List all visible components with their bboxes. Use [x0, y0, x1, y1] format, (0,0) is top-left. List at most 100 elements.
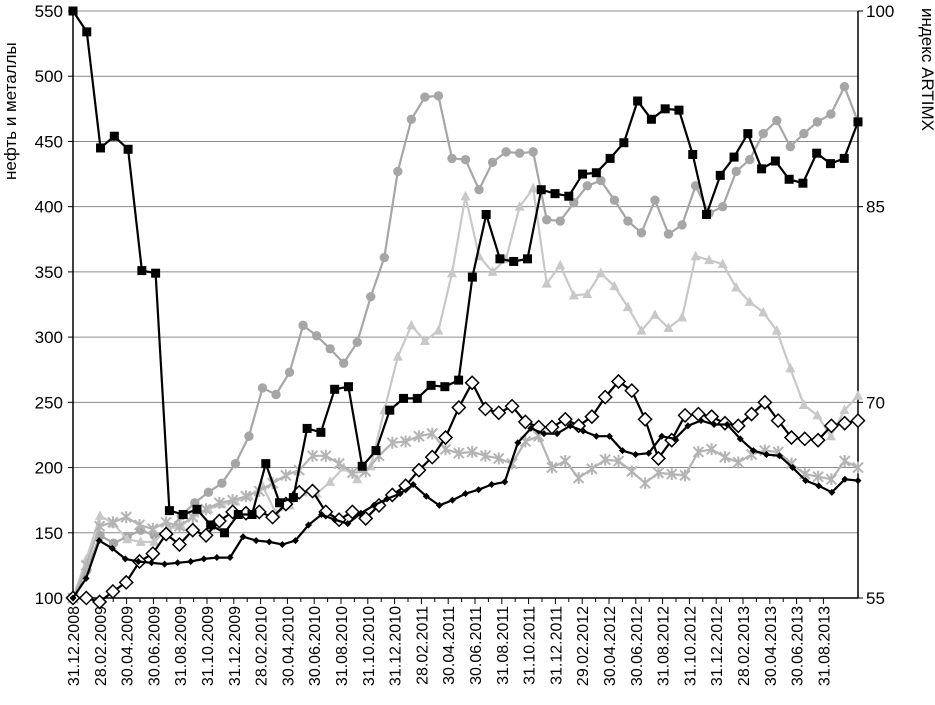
data-point [437, 429, 454, 446]
data-point [446, 267, 457, 278]
data-point [624, 383, 640, 399]
data-point [799, 128, 809, 139]
y-right-tick-label: 85 [866, 198, 885, 217]
data-point [557, 411, 573, 427]
x-tick-label: 30.06.2010 [307, 606, 324, 686]
data-point [291, 537, 299, 545]
data-point [810, 432, 826, 448]
data-point [743, 406, 760, 422]
data-point [460, 190, 471, 201]
data-point [487, 157, 498, 168]
data-point [477, 401, 494, 417]
data-point [555, 216, 565, 226]
data-point [151, 268, 161, 278]
data-point [658, 432, 666, 440]
y-right-tick-label: 100 [866, 2, 894, 21]
y-axis-right-title: индекс ARTIMX [918, 8, 935, 131]
data-point [424, 449, 440, 465]
x-tick-label: 30.06.2009 [146, 606, 163, 686]
data-point [433, 325, 444, 335]
data-point [247, 510, 257, 520]
data-point [674, 105, 684, 115]
data-point [82, 27, 92, 37]
data-point [637, 411, 653, 427]
data-point [174, 559, 182, 567]
data-point [487, 266, 498, 276]
data-point [135, 536, 146, 546]
data-point [784, 174, 794, 184]
x-tick-label: 30.04.2013 [763, 606, 780, 686]
data-point [412, 393, 422, 403]
grid-lines [72, 10, 859, 599]
data-point [677, 312, 688, 322]
data-point [704, 409, 720, 425]
data-point [758, 128, 768, 139]
data-point [652, 466, 665, 479]
data-point [636, 228, 647, 238]
data-point [745, 155, 755, 165]
data-point [578, 169, 588, 179]
x-tick-label: 28.02.2010 [254, 606, 271, 686]
data-point [550, 189, 560, 199]
data-point [802, 477, 810, 485]
data-point [541, 278, 552, 288]
data-point [406, 319, 417, 330]
data-point [226, 554, 234, 562]
data-point [749, 447, 757, 455]
data-point [406, 114, 417, 124]
data-point [271, 389, 281, 400]
x-tick-label: 30.04.2009 [120, 606, 137, 686]
data-point [462, 490, 469, 498]
data-point [95, 537, 103, 545]
data-point [542, 215, 552, 225]
data-point [475, 486, 483, 494]
data-point [599, 453, 611, 466]
data-point [171, 536, 188, 553]
data-point [619, 138, 629, 148]
data-point [261, 459, 271, 469]
data-point [663, 229, 674, 239]
data-point [306, 449, 319, 462]
y-axis-right: 55 70 85 100 [858, 2, 894, 608]
x-tick-label: 31.08.2012 [656, 606, 673, 686]
data-point [853, 390, 863, 400]
x-tick-label: 30.04.2011 [441, 606, 458, 685]
data-point [320, 449, 332, 462]
data-point [639, 477, 651, 490]
x-tick-label: 28.02.2013 [736, 606, 753, 686]
data-point [325, 476, 336, 486]
data-point [826, 109, 836, 119]
data-point [409, 481, 417, 489]
data-point [622, 301, 633, 312]
data-point [776, 452, 783, 460]
data-point [783, 429, 800, 446]
data-point [233, 510, 243, 520]
y-axis-left-title: нефть и металлы [1, 42, 20, 180]
data-point [440, 382, 450, 392]
data-point [730, 418, 746, 434]
data-point [96, 143, 106, 153]
data-point [697, 417, 705, 425]
y-right-tick-label: 70 [866, 393, 885, 412]
data-point [729, 152, 739, 162]
data-point [757, 394, 773, 410]
data-point [226, 494, 239, 507]
y-left-tick-label: 450 [35, 132, 63, 151]
data-point [645, 449, 653, 457]
data-point [758, 306, 769, 317]
y-left-tick-label: 350 [35, 263, 63, 282]
data-point [451, 399, 467, 416]
data-point [464, 375, 480, 391]
data-point [798, 178, 808, 188]
data-point [333, 457, 345, 470]
data-point [160, 516, 172, 529]
data-point [504, 398, 520, 414]
data-point [717, 201, 728, 212]
data-point [704, 254, 715, 265]
data-point [597, 389, 613, 405]
data-point [852, 461, 864, 474]
x-tick-label: 29.02.2012 [575, 606, 592, 686]
data-point [770, 156, 780, 166]
x-tick-label: 31.08.2010 [334, 606, 351, 686]
